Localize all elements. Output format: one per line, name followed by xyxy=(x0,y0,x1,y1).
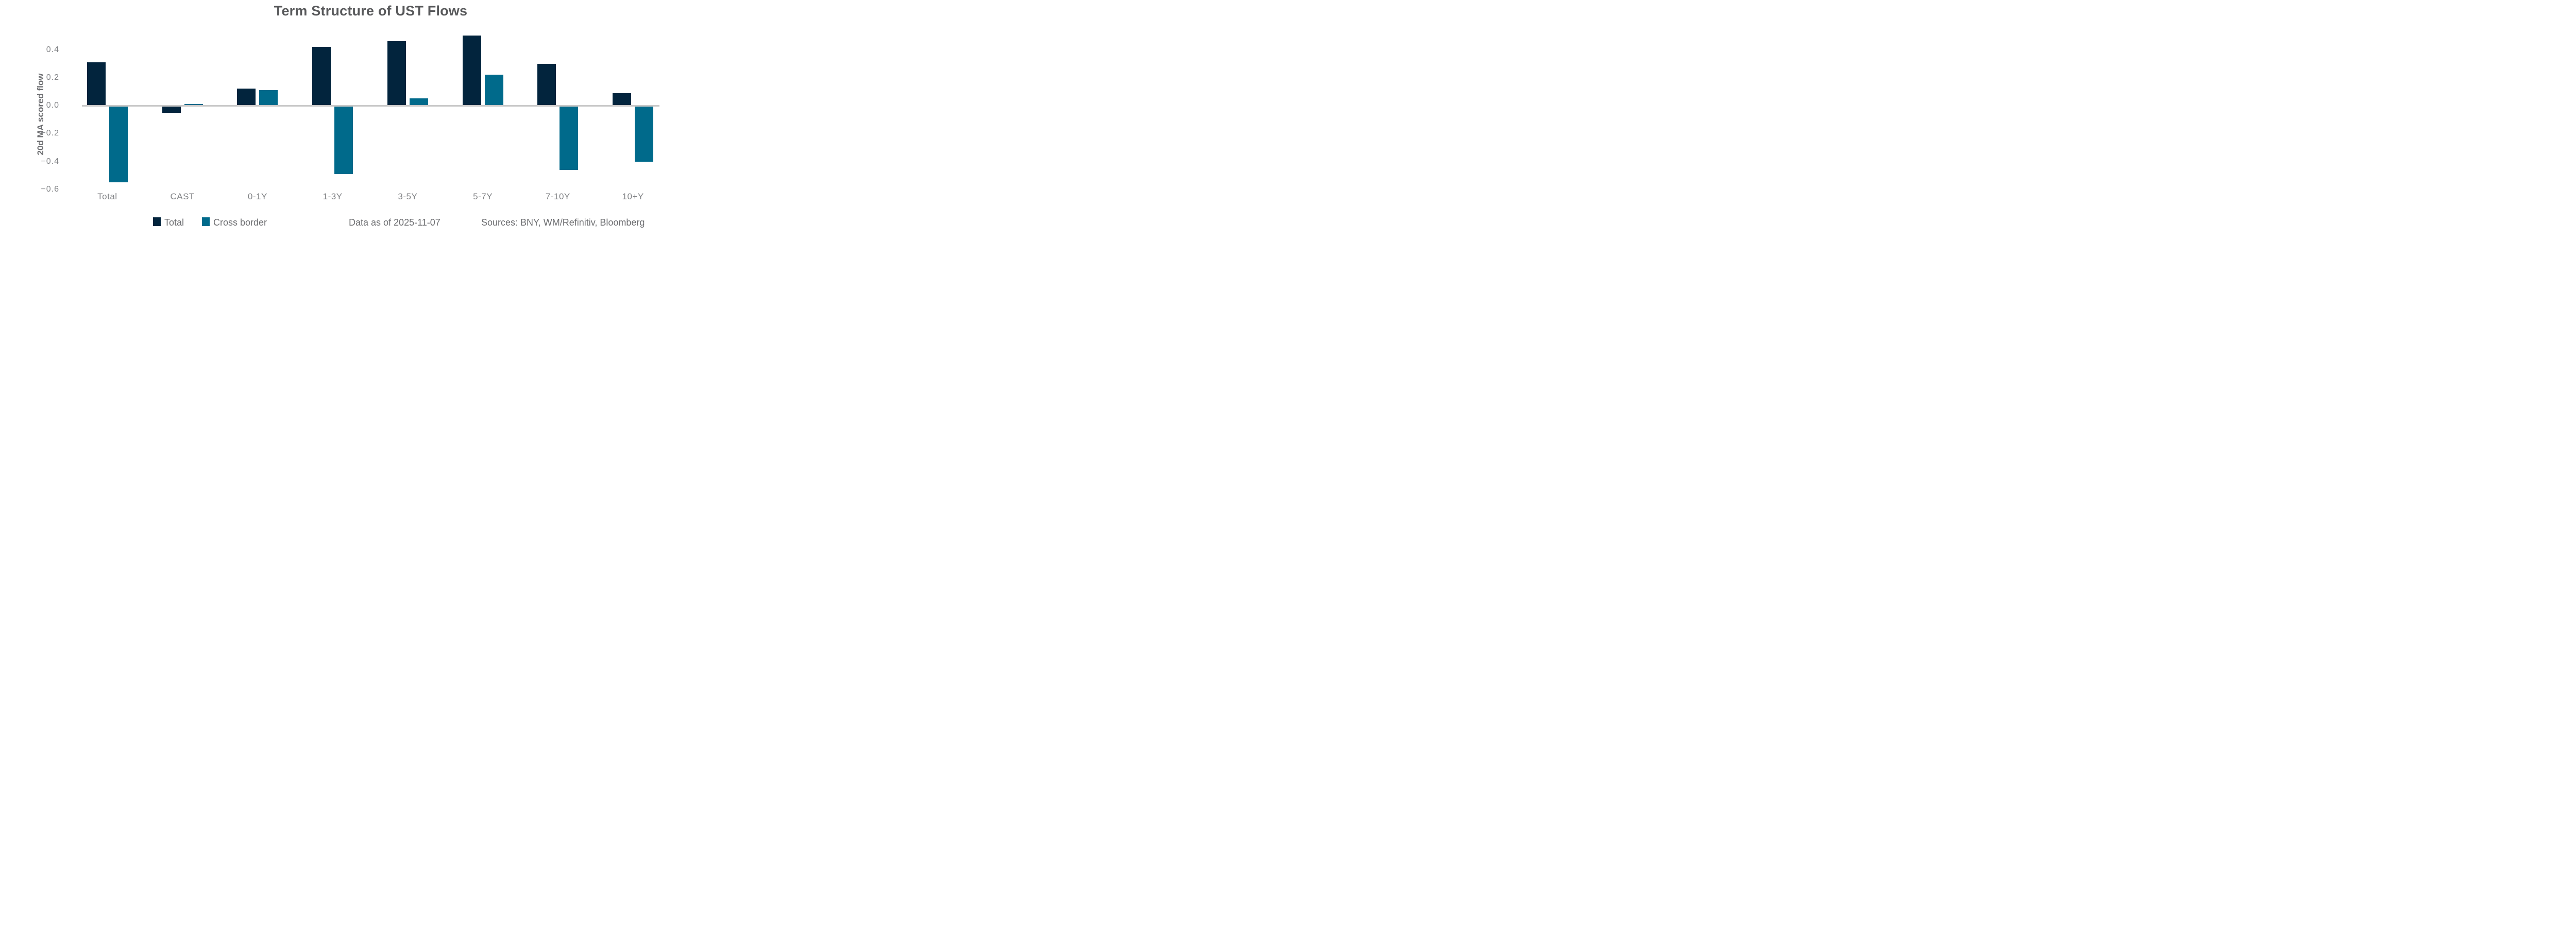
bar-cross-border-total xyxy=(109,106,128,183)
bar-cross-border-10+y xyxy=(635,106,654,162)
chart-figure: Term Structure of UST Flows 20d MA score… xyxy=(0,0,696,232)
x-category-label: 10+Y xyxy=(622,192,644,201)
legend-label-total: Total xyxy=(164,217,184,228)
bar-cross-border-cast xyxy=(184,104,203,106)
y-tick-label: 0.2 xyxy=(46,73,59,82)
bar-total-1-3y xyxy=(312,47,331,106)
sources-note: Sources: BNY, WM/Refinitiv, Bloomberg xyxy=(481,217,645,228)
y-tick-label: −0.6 xyxy=(41,184,59,194)
legend-swatch-total xyxy=(153,217,161,226)
legend-swatch-cross-border xyxy=(202,217,210,226)
bar-total-total xyxy=(87,62,106,106)
x-category-label: 1-3Y xyxy=(323,192,343,201)
y-tick-label: 0.0 xyxy=(46,101,59,110)
x-category-label: 5-7Y xyxy=(473,192,493,201)
bar-total-10+y xyxy=(613,93,632,106)
bar-cross-border-3-5y xyxy=(409,98,428,106)
x-category-label: CAST xyxy=(170,192,195,201)
bar-cross-border-5-7y xyxy=(484,75,503,106)
bar-total-0-1y xyxy=(237,89,256,106)
x-category-label: 7-10Y xyxy=(545,192,570,201)
chart-title: Term Structure of UST Flows xyxy=(274,3,468,19)
bar-total-cast xyxy=(162,106,181,113)
x-category-label: Total xyxy=(97,192,117,201)
bar-total-7-10y xyxy=(537,63,556,106)
y-tick-label: 0.4 xyxy=(46,45,59,54)
x-category-label: 0-1Y xyxy=(247,192,267,201)
bar-cross-border-1-3y xyxy=(334,106,353,174)
y-tick-label: −0.2 xyxy=(41,129,59,138)
y-tick-label: −0.4 xyxy=(41,157,59,166)
zero-baseline xyxy=(82,105,659,107)
bar-cross-border-0-1y xyxy=(259,90,278,106)
footer-row: Total Cross border Data as of 2025-11-07… xyxy=(0,216,696,230)
data-as-of-note: Data as of 2025-11-07 xyxy=(349,217,440,228)
bar-cross-border-7-10y xyxy=(560,106,579,170)
legend-label-cross-border: Cross border xyxy=(213,217,267,228)
x-category-label: 3-5Y xyxy=(398,192,418,201)
bar-total-5-7y xyxy=(462,36,481,106)
bar-total-3-5y xyxy=(387,41,406,106)
y-axis-title: 20d MA scored flow xyxy=(36,73,45,156)
